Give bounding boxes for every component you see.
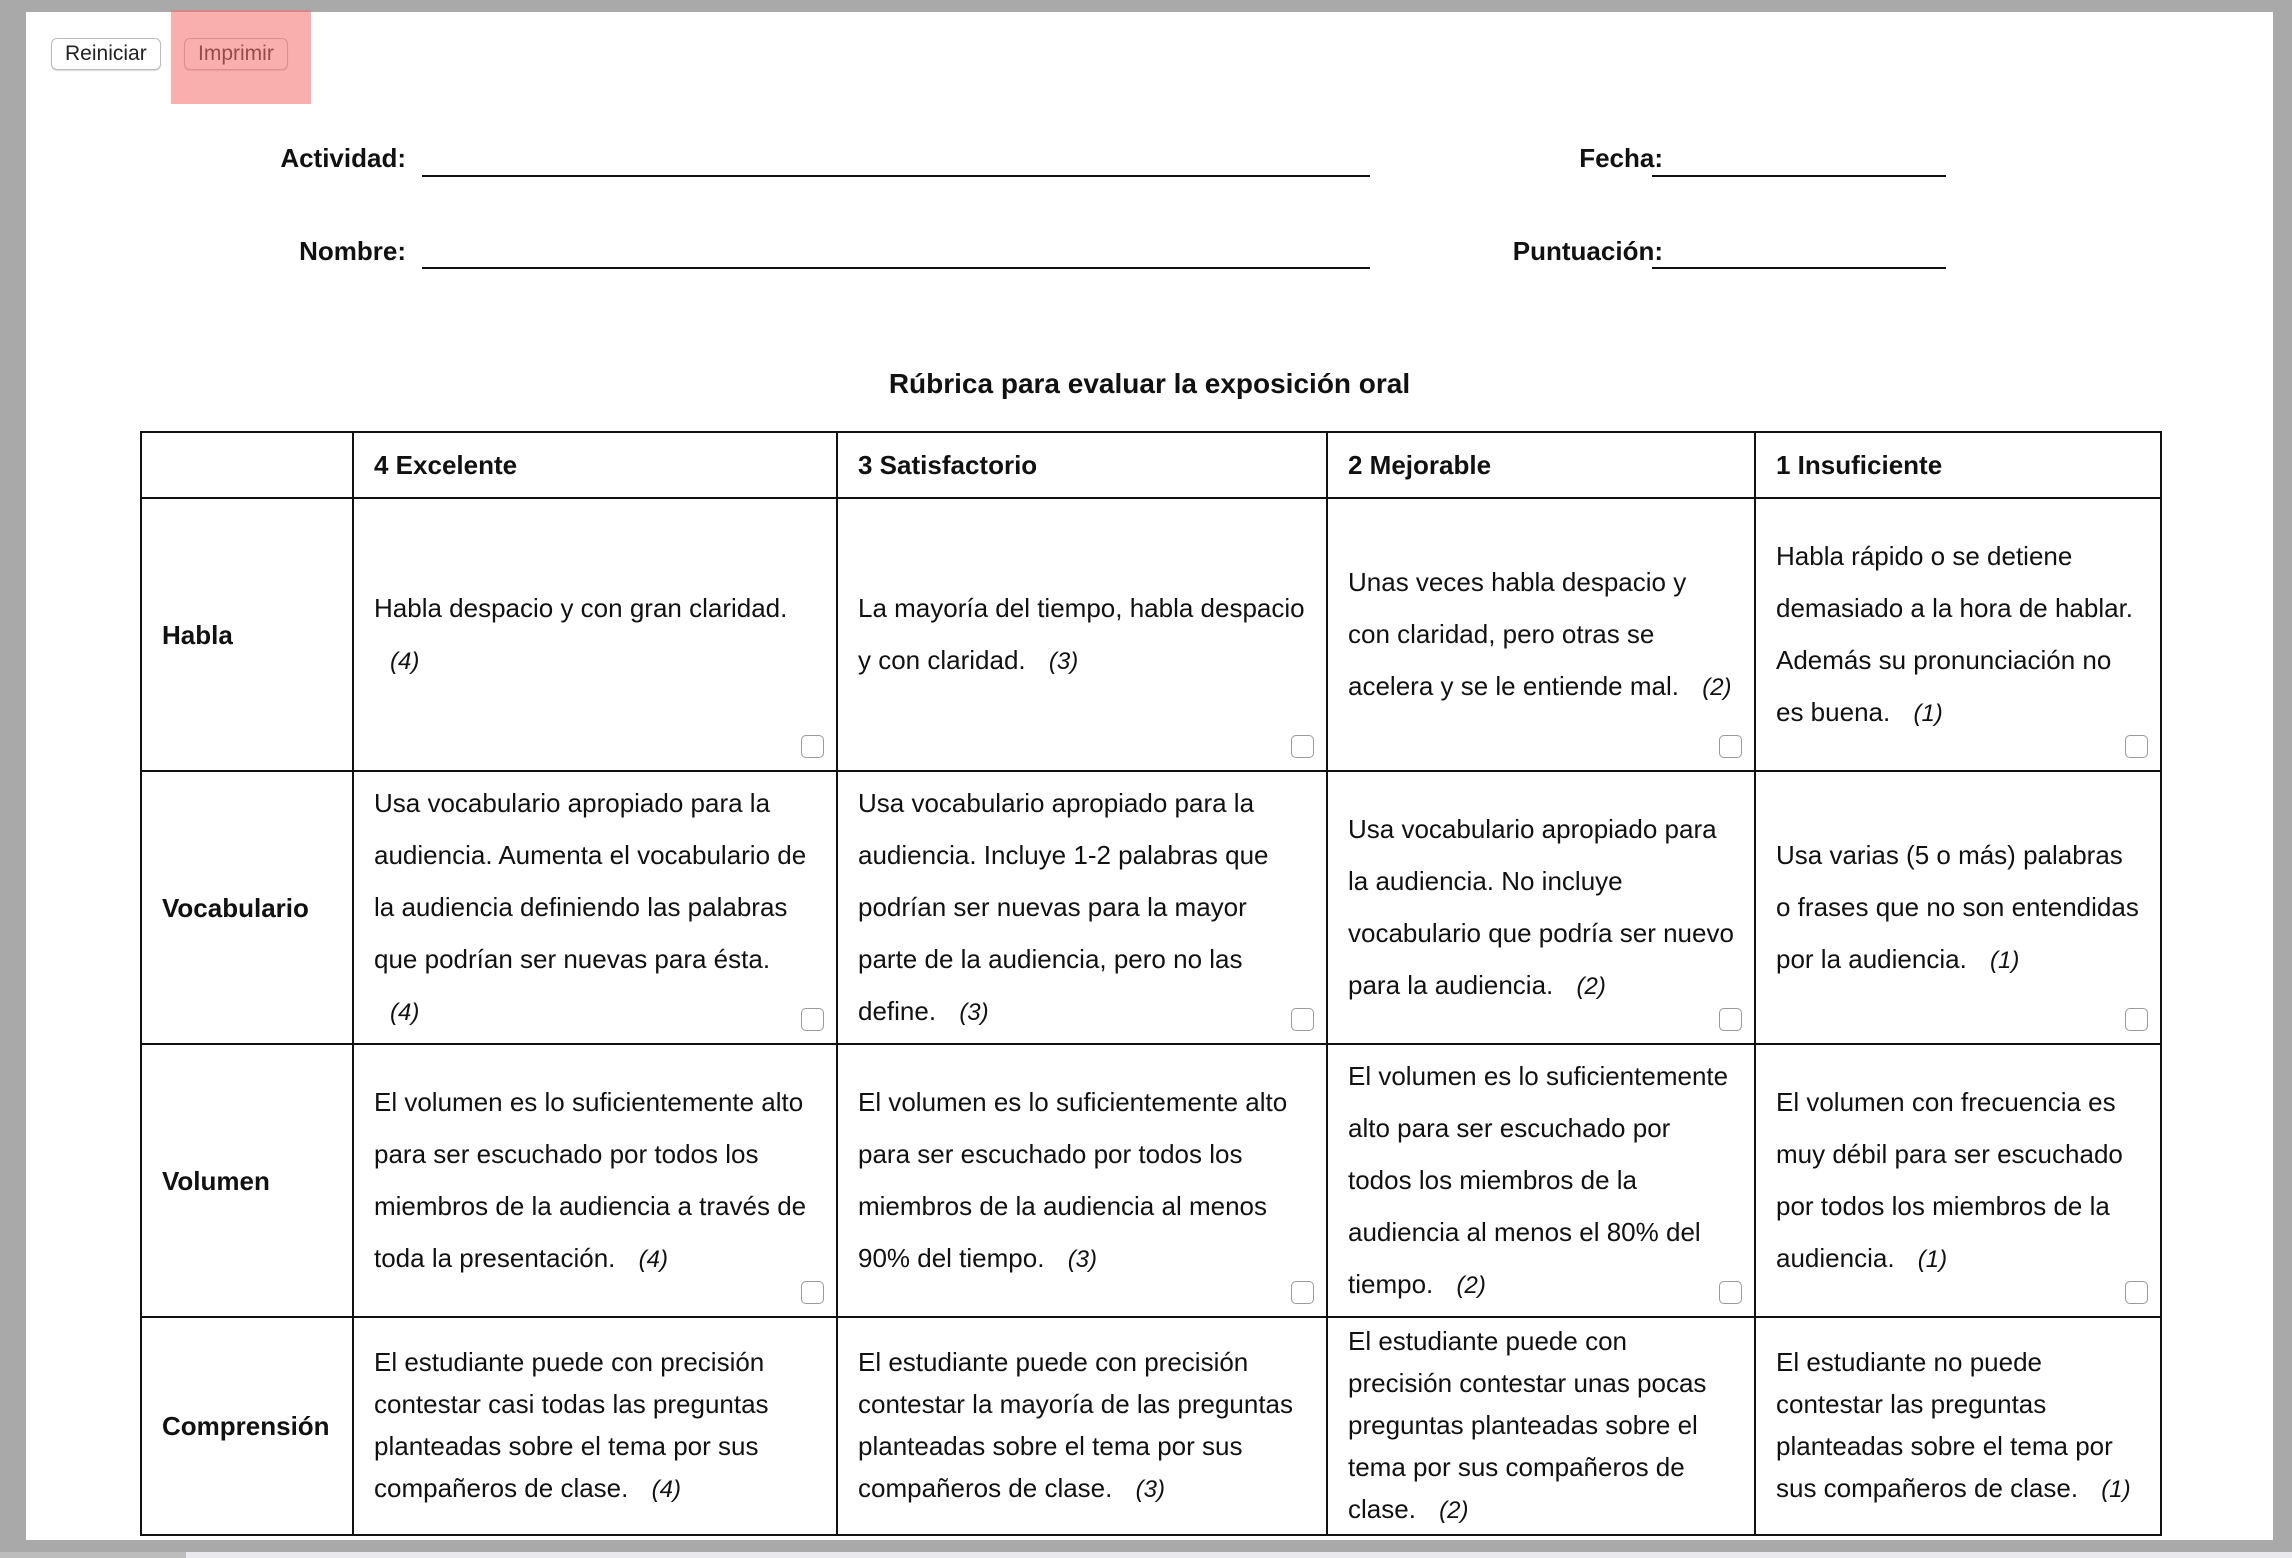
score-value: (1) [1913, 699, 1943, 727]
rubric-table: 4 Excelente 3 Satisfactorio 2 Mejorable 1 I… [140, 431, 2162, 1536]
descriptor-text: El volumen es lo suficientemente alto pa… [858, 1086, 1288, 1273]
select-checkbox[interactable] [1719, 1008, 1742, 1031]
score-value: (2) [1702, 673, 1732, 701]
select-checkbox[interactable] [1291, 735, 1314, 758]
rubric-row: Comprensión El estudiante puede con preci… [140, 1316, 2162, 1536]
date-label: Fecha: [1579, 143, 1663, 173]
score-value: (4) [390, 647, 420, 675]
name-label: Nombre: [299, 236, 406, 266]
descriptor-text: Habla rápido o se detiene demasiado a la… [1776, 540, 2134, 727]
rubric-cell[interactable]: El estudiante no puede contestar las pre… [1754, 1316, 2162, 1536]
column-header: 4 Excelente [352, 431, 838, 499]
score-value: (2) [1456, 1271, 1486, 1299]
select-checkbox[interactable] [801, 1281, 824, 1304]
column-header [140, 431, 354, 499]
descriptor-text: Usa vocabulario apropiado para la audien… [374, 787, 807, 974]
rubric-cell[interactable]: Usa vocabulario apropiado para la audien… [352, 770, 838, 1045]
score-value: (4) [651, 1476, 681, 1503]
descriptor-text: Usa vocabulario apropiado para la audien… [1348, 813, 1734, 1000]
header-row: 4 Excelente 3 Satisfactorio 2 Mejorable 1 I… [140, 431, 2162, 499]
select-checkbox[interactable] [801, 1008, 824, 1031]
rubric-cell[interactable]: El volumen es lo suficientemente alto pa… [1326, 1043, 1756, 1318]
select-checkbox[interactable] [2125, 735, 2148, 758]
criterion-label: Comprensión [140, 1316, 354, 1536]
score-field[interactable] [1652, 267, 1946, 269]
descriptor-text: Usa varias (5 o más) palabras o frases q… [1776, 839, 2139, 974]
descriptor-text: Habla despacio y con gran claridad. [374, 592, 788, 623]
select-checkbox[interactable] [1719, 1281, 1742, 1304]
descriptor-text: El volumen con frecuencia es muy débil p… [1776, 1086, 2123, 1273]
score-value: (4) [638, 1245, 668, 1273]
activity-field[interactable] [422, 175, 1370, 177]
column-header: 1 Insuficiente [1754, 431, 2162, 499]
date-field[interactable] [1652, 175, 1946, 177]
criterion-label: Volumen [140, 1043, 354, 1318]
rubric-cell[interactable]: Usa varias (5 o más) palabras o frases q… [1754, 770, 2162, 1045]
name-field[interactable] [422, 267, 1370, 269]
rubric-row: Volumen El volumen es lo suficientemente … [140, 1043, 2162, 1318]
score-value: (4) [390, 998, 420, 1026]
score-value: (1) [2101, 1476, 2131, 1503]
select-checkbox[interactable] [1291, 1281, 1314, 1304]
reset-button[interactable]: Reiniciar [51, 38, 161, 70]
rubric-cell[interactable]: Usa vocabulario apropiado para la audien… [1326, 770, 1756, 1045]
print-button[interactable]: Imprimir [184, 38, 288, 70]
rubric-cell[interactable]: Unas veces habla despacio y con claridad… [1326, 497, 1756, 772]
rubric-cell[interactable]: Habla rápido o se detiene demasiado a la… [1754, 497, 2162, 772]
descriptor-text: Usa vocabulario apropiado para la audien… [858, 787, 1269, 1026]
rubric-cell[interactable]: El estudiante puede con precisión contes… [1326, 1316, 1756, 1536]
descriptor-text: Unas veces habla despacio y con claridad… [1348, 566, 1687, 701]
select-checkbox[interactable] [2125, 1281, 2148, 1304]
score-value: (2) [1576, 972, 1606, 1000]
criterion-label: Habla [140, 497, 354, 772]
descriptor-text: El estudiante puede con precisión contes… [1348, 1326, 1707, 1524]
rubric-page: Reiniciar Imprimir Actividad: Fecha: Nom… [26, 10, 2273, 1540]
score-label: Puntuación: [1512, 236, 1663, 266]
score-value: (3) [1135, 1476, 1165, 1503]
horizontal-scrollbar[interactable] [0, 1552, 2292, 1558]
score-value: (2) [1439, 1497, 1469, 1524]
select-checkbox[interactable] [2125, 1008, 2148, 1031]
descriptor-text: El estudiante no puede contestar las pre… [1776, 1347, 2113, 1503]
descriptor-text: El volumen es lo suficientemente alto pa… [1348, 1060, 1729, 1299]
rubric-cell[interactable]: El estudiante puede con precisión contes… [836, 1316, 1328, 1536]
rubric-cell[interactable]: El estudiante puede con precisión contes… [352, 1316, 838, 1536]
descriptor-text: El volumen es lo suficientemente alto pa… [374, 1086, 807, 1273]
criterion-label: Vocabulario [140, 770, 354, 1045]
rubric-cell[interactable]: Habla despacio y con gran claridad. (4) [352, 497, 838, 772]
rubric-cell[interactable]: El volumen es lo suficientemente alto pa… [836, 1043, 1328, 1318]
select-checkbox[interactable] [1719, 735, 1742, 758]
score-value: (1) [1917, 1245, 1948, 1273]
activity-label: Actividad: [280, 143, 406, 173]
select-checkbox[interactable] [1291, 1008, 1314, 1031]
rubric-row: Habla Habla despacio y con gran claridad.… [140, 497, 2162, 772]
rubric-cell[interactable]: El volumen es lo suficientemente alto pa… [352, 1043, 838, 1318]
score-value: (1) [1990, 946, 2020, 974]
column-header: 2 Mejorable [1326, 431, 1756, 499]
descriptor-text: El estudiante puede con precisión contes… [374, 1347, 769, 1503]
column-header: 3 Satisfactorio [836, 431, 1328, 499]
rubric-title: Rúbrica para evaluar la exposición oral [888, 368, 1411, 399]
score-value: (3) [959, 998, 989, 1026]
descriptor-text: El estudiante puede con precisión contes… [858, 1347, 1294, 1503]
rubric-cell[interactable]: Usa vocabulario apropiado para la audien… [836, 770, 1328, 1045]
score-value: (3) [1067, 1245, 1098, 1273]
descriptor-text: La mayoría del tiempo, habla despacio y … [858, 592, 1305, 675]
rubric-row: Vocabulario Usa vocabulario apropiado par… [140, 770, 2162, 1045]
score-value: (3) [1048, 647, 1079, 675]
rubric-cell[interactable]: El volumen con frecuencia es muy débil p… [1754, 1043, 2162, 1318]
select-checkbox[interactable] [801, 735, 824, 758]
rubric-cell[interactable]: La mayoría del tiempo, habla despacio y … [836, 497, 1328, 772]
